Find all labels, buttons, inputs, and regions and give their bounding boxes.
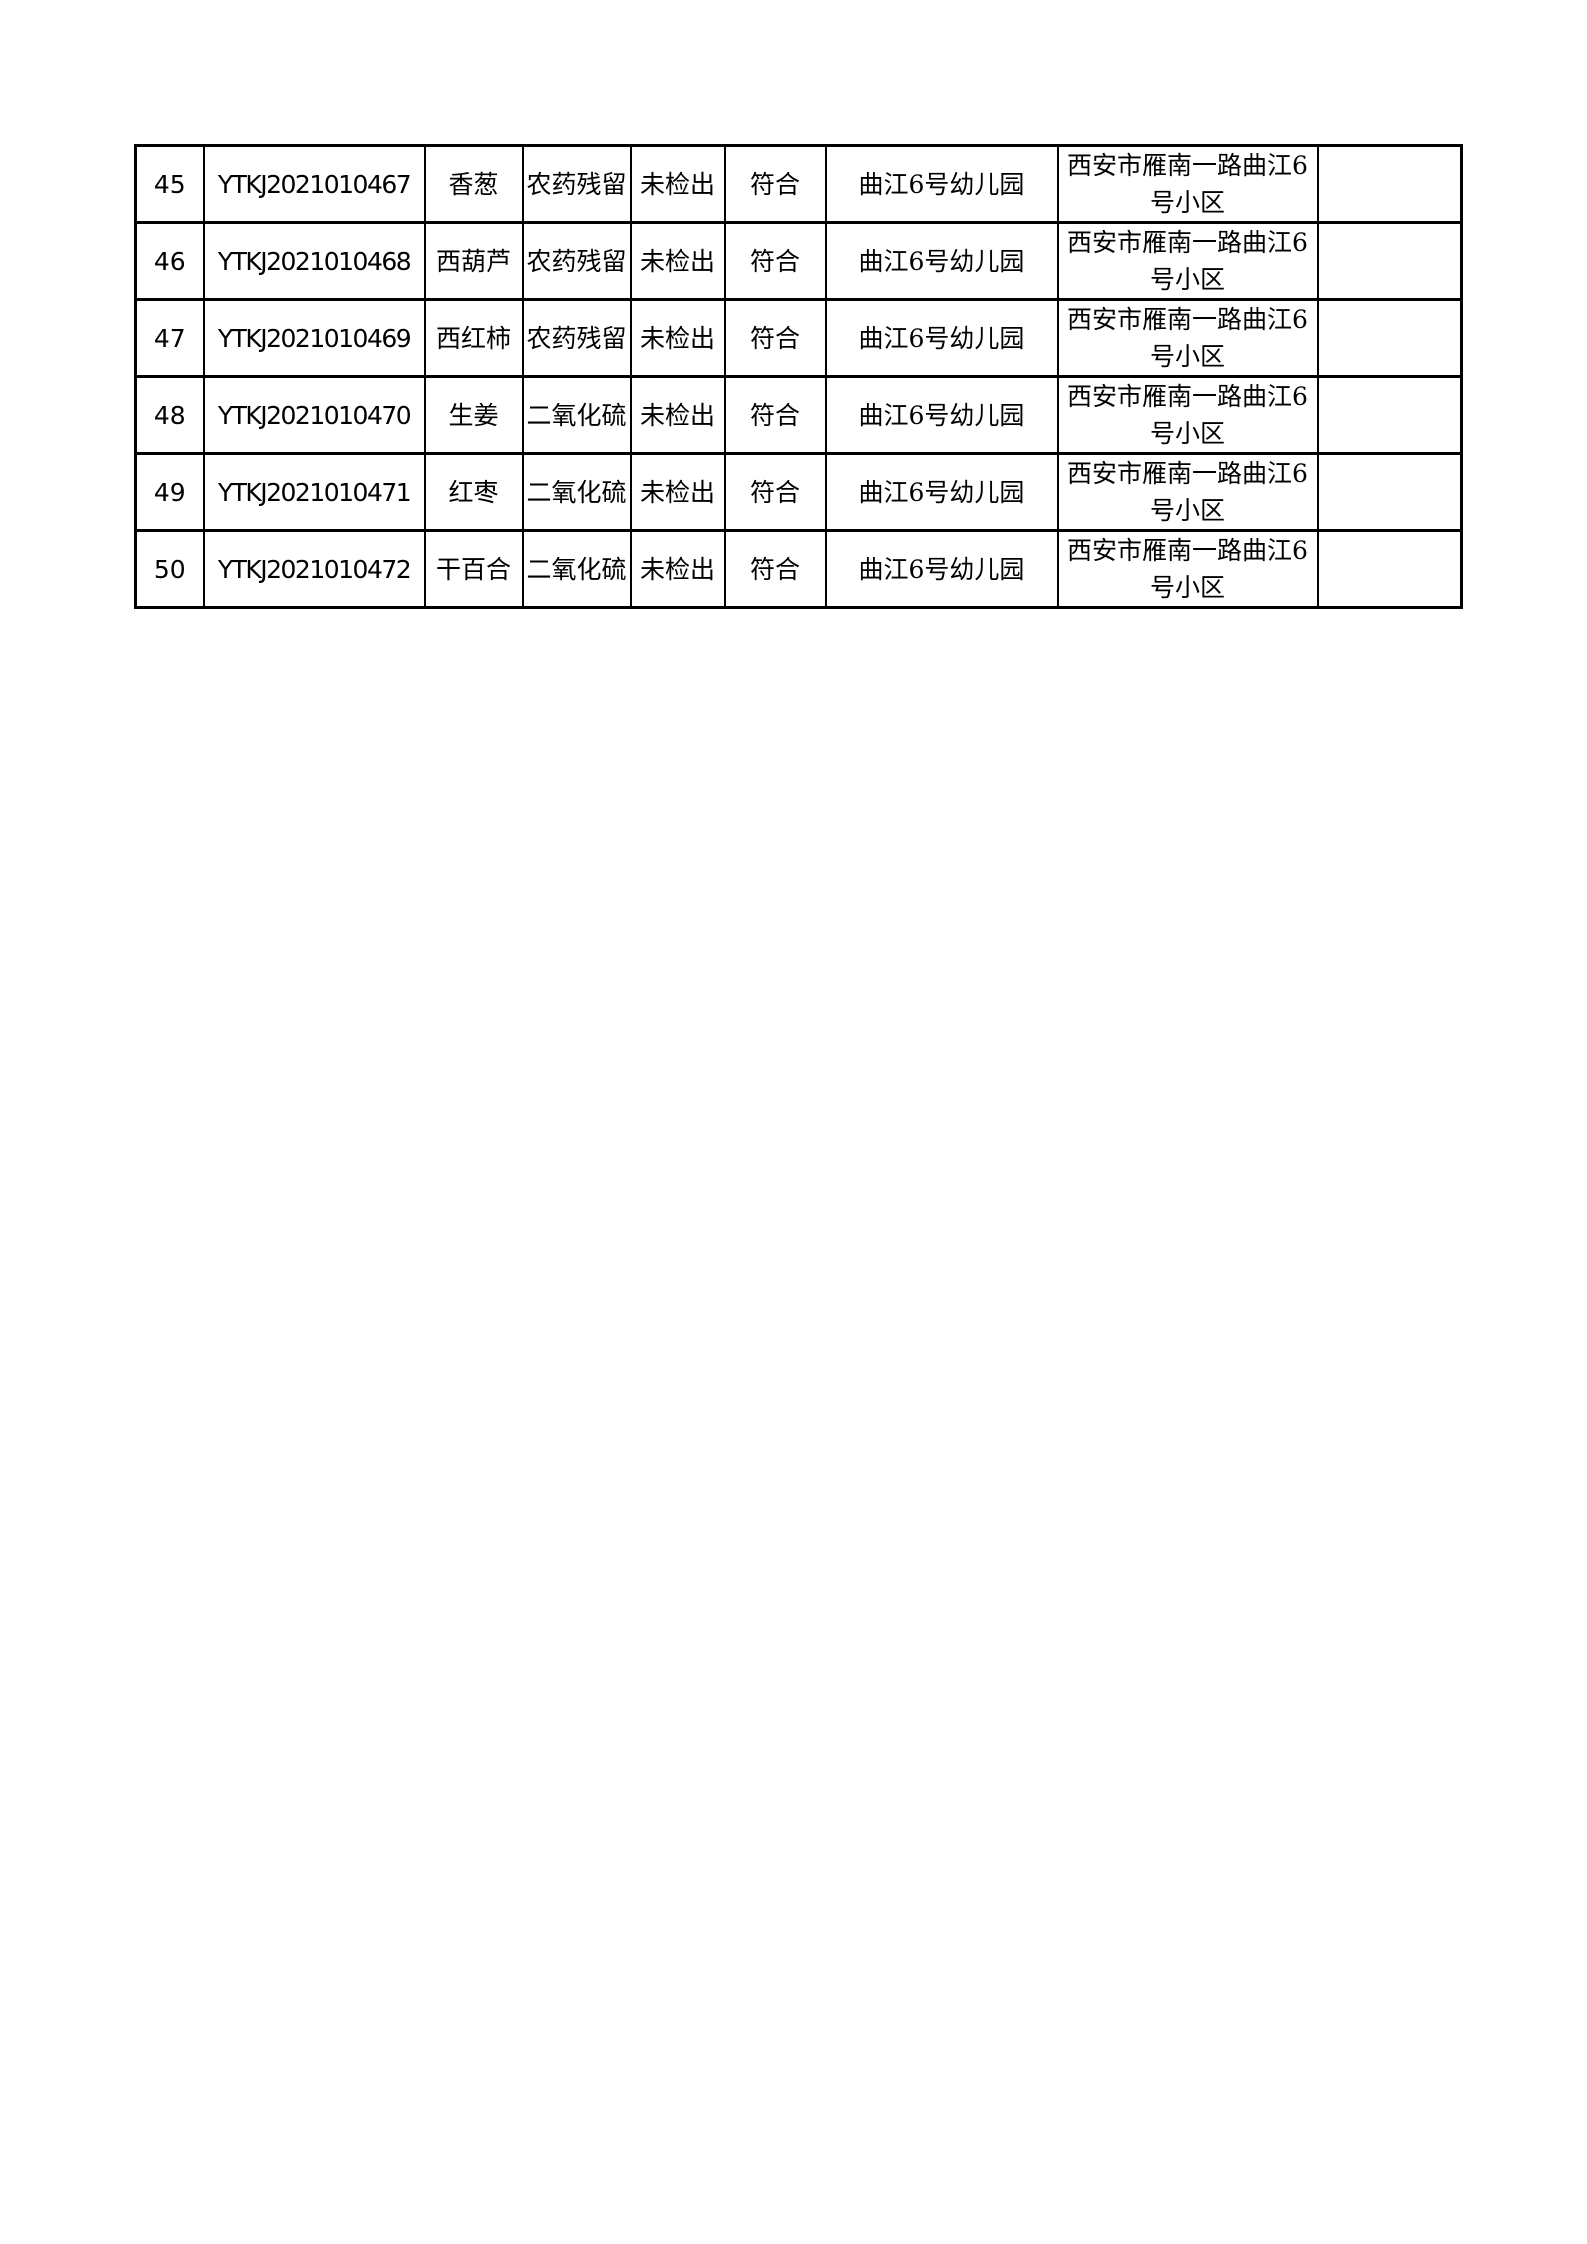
judgement-cell: 符合 [723,298,827,378]
inspection-results-table: 45 YTKJ2021010467 香葱 农药残留 未检出 符合 曲江6号幼儿园 西安市雁南一… [134,144,1463,609]
sample-code-cell: YTKJ2021010469 [202,298,426,378]
sample-code-cell: YTKJ2021010472 [202,529,426,609]
sampled-unit-cell: 曲江6号幼儿园 [824,298,1059,378]
sample-name-cell: 生姜 [423,375,524,455]
unit-address-cell: 西安市雁南一路曲江6号小区 [1056,452,1319,532]
judgement-cell: 符合 [723,375,827,455]
remark-cell [1316,221,1463,301]
remark-cell [1316,529,1463,609]
test-result-cell: 未检出 [629,144,726,224]
row-number-cell: 48 [134,375,205,455]
remark-cell [1316,452,1463,532]
table-row: 49 YTKJ2021010471 红枣 二氧化硫 未检出 符合 曲江6号幼儿园 西安市雁南一… [134,452,1463,532]
unit-address-cell: 西安市雁南一路曲江6号小区 [1056,529,1319,609]
sampled-unit-cell: 曲江6号幼儿园 [824,529,1059,609]
unit-address-cell: 西安市雁南一路曲江6号小区 [1056,221,1319,301]
test-item-cell: 农药残留 [521,144,632,224]
sampled-unit-cell: 曲江6号幼儿园 [824,452,1059,532]
test-result-cell: 未检出 [629,529,726,609]
sample-name-cell: 香葱 [423,144,524,224]
unit-address-cell: 西安市雁南一路曲江6号小区 [1056,298,1319,378]
sample-code-cell: YTKJ2021010468 [202,221,426,301]
remark-cell [1316,375,1463,455]
test-item-cell: 二氧化硫 [521,452,632,532]
sample-code-cell: YTKJ2021010470 [202,375,426,455]
unit-address-cell: 西安市雁南一路曲江6号小区 [1056,375,1319,455]
table-body: 45 YTKJ2021010467 香葱 农药残留 未检出 符合 曲江6号幼儿园 西安市雁南一… [134,144,1463,609]
remark-cell [1316,298,1463,378]
test-result-cell: 未检出 [629,221,726,301]
test-result-cell: 未检出 [629,375,726,455]
test-item-cell: 二氧化硫 [521,375,632,455]
row-number-cell: 47 [134,298,205,378]
judgement-cell: 符合 [723,452,827,532]
row-number-cell: 46 [134,221,205,301]
test-item-cell: 农药残留 [521,298,632,378]
judgement-cell: 符合 [723,529,827,609]
table-row: 45 YTKJ2021010467 香葱 农药残留 未检出 符合 曲江6号幼儿园 西安市雁南一… [134,144,1463,224]
table-row: 47 YTKJ2021010469 西红柿 农药残留 未检出 符合 曲江6号幼儿园 西安市雁南… [134,298,1463,378]
remark-cell [1316,144,1463,224]
row-number-cell: 45 [134,144,205,224]
test-item-cell: 农药残留 [521,221,632,301]
row-number-cell: 49 [134,452,205,532]
row-number-cell: 50 [134,529,205,609]
table-row: 48 YTKJ2021010470 生姜 二氧化硫 未检出 符合 曲江6号幼儿园 西安市雁南一… [134,375,1463,455]
sample-name-cell: 西葫芦 [423,221,524,301]
judgement-cell: 符合 [723,221,827,301]
judgement-cell: 符合 [723,144,827,224]
table-row: 46 YTKJ2021010468 西葫芦 农药残留 未检出 符合 曲江6号幼儿园 西安市雁南… [134,221,1463,301]
sample-name-cell: 干百合 [423,529,524,609]
sampled-unit-cell: 曲江6号幼儿园 [824,144,1059,224]
sampled-unit-cell: 曲江6号幼儿园 [824,375,1059,455]
test-item-cell: 二氧化硫 [521,529,632,609]
sampled-unit-cell: 曲江6号幼儿园 [824,221,1059,301]
sample-name-cell: 西红柿 [423,298,524,378]
sample-name-cell: 红枣 [423,452,524,532]
sample-code-cell: YTKJ2021010471 [202,452,426,532]
sample-code-cell: YTKJ2021010467 [202,144,426,224]
test-result-cell: 未检出 [629,298,726,378]
test-result-cell: 未检出 [629,452,726,532]
unit-address-cell: 西安市雁南一路曲江6号小区 [1056,144,1319,224]
table-row: 50 YTKJ2021010472 干百合 二氧化硫 未检出 符合 曲江6号幼儿园 西安市雁南… [134,529,1463,609]
